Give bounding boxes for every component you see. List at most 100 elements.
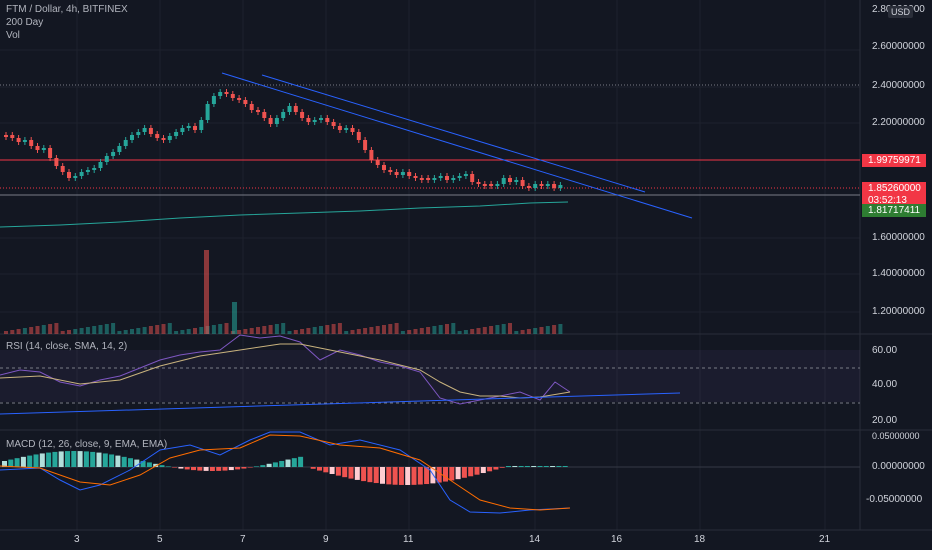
candle — [111, 152, 115, 156]
candle — [458, 176, 462, 178]
macd-hist-bar — [166, 466, 171, 467]
candle — [502, 178, 506, 184]
date-label: 3 — [74, 534, 80, 545]
candle — [508, 178, 512, 182]
volume-bar — [426, 327, 430, 334]
candle — [451, 178, 455, 180]
volume-bar — [332, 324, 336, 334]
candle — [73, 176, 77, 178]
date-label: 16 — [611, 534, 622, 545]
candle — [313, 120, 317, 122]
volume-bar — [388, 324, 392, 334]
macd-hist-bar — [361, 467, 366, 481]
volume-legend[interactable]: Vol — [6, 30, 20, 42]
candle — [552, 184, 556, 188]
volume-bar — [401, 331, 405, 334]
candle — [243, 100, 247, 104]
candle — [281, 112, 285, 118]
macd-legend[interactable]: MACD (12, 26, close, 9, EMA, EMA) — [6, 439, 167, 451]
volume-bar — [363, 328, 367, 334]
macd-axis-top-label: 0.05000000 — [872, 431, 920, 441]
macd-hist-bar — [273, 462, 278, 467]
volume-bar — [162, 324, 166, 334]
candle — [29, 140, 33, 146]
volume-bar — [502, 324, 506, 334]
candle — [464, 174, 468, 176]
volume-bar — [521, 330, 525, 334]
date-label: 7 — [240, 534, 246, 545]
price-axis-label: 1.40000000 — [872, 268, 925, 279]
macd-hist-bar — [563, 466, 568, 467]
volume-bar — [48, 324, 52, 334]
volume-bar — [540, 327, 544, 334]
candle — [250, 104, 254, 110]
volume-bar — [4, 331, 8, 334]
macd-hist-bar — [27, 456, 32, 467]
ma-legend[interactable]: 200 Day — [6, 17, 43, 29]
macd-hist-bar — [487, 467, 492, 471]
trendline-upper[interactable] — [262, 75, 645, 192]
volume-bar — [275, 324, 279, 334]
macd-hist-bar — [512, 466, 517, 467]
macd-hist-bar — [550, 466, 555, 467]
trendline-lower[interactable] — [222, 73, 692, 218]
volume-bar — [451, 323, 455, 334]
date-label: 5 — [157, 534, 163, 545]
candle — [495, 184, 499, 186]
macd-hist-bar — [317, 467, 322, 471]
candle — [540, 184, 544, 186]
macd-hist-bar — [449, 467, 454, 480]
candle — [231, 94, 235, 98]
macd-hist-bar — [374, 467, 379, 483]
currency-button[interactable]: USD — [888, 6, 913, 18]
candle — [212, 96, 216, 104]
macd-hist-bar — [311, 467, 316, 469]
candle — [256, 110, 260, 112]
rsi-axis-label: 20.00 — [872, 415, 897, 426]
candle — [105, 156, 109, 162]
macd-hist-bar — [525, 466, 530, 467]
volume-bar — [300, 329, 304, 334]
volume-bar — [67, 330, 71, 334]
candle — [168, 136, 172, 140]
volume-bar — [256, 327, 260, 334]
macd-hist-bar — [204, 467, 209, 471]
macd-hist-bar — [216, 467, 221, 471]
volume-bar — [514, 331, 518, 334]
volume-bar — [470, 329, 474, 334]
volume-bar — [168, 323, 172, 334]
rsi-legend[interactable]: RSI (14, close, SMA, 14, 2) — [6, 341, 127, 353]
macd-hist-bar — [500, 467, 505, 468]
volume-bar — [458, 331, 462, 334]
macd-hist-bar — [8, 460, 13, 467]
candle — [439, 176, 443, 178]
macd-hist-bar — [424, 467, 429, 484]
macd-hist-bar — [122, 457, 127, 467]
volume-bar — [111, 323, 115, 334]
macd-hist-bar — [59, 451, 64, 467]
candle — [294, 106, 298, 112]
candle — [143, 128, 147, 132]
candle — [357, 132, 361, 140]
macd-hist-bar — [462, 467, 467, 478]
candle — [149, 128, 153, 134]
candle — [388, 170, 392, 172]
date-label: 21 — [819, 534, 830, 545]
candle — [262, 112, 266, 118]
volume-bar — [124, 330, 128, 334]
volume-bar — [232, 302, 237, 334]
volume-bar — [477, 328, 481, 334]
candle — [67, 172, 71, 178]
macd-hist-bar — [65, 451, 70, 467]
volume-bar — [281, 323, 285, 334]
candle — [306, 118, 310, 122]
candle — [10, 135, 14, 138]
symbol-legend[interactable]: FTM / Dollar, 4h, BITFINEX — [6, 4, 128, 16]
volume-bar — [237, 330, 241, 334]
volume-bar — [218, 324, 222, 334]
candle — [117, 146, 121, 152]
macd-hist-bar — [286, 460, 291, 467]
macd-hist-bar — [71, 451, 76, 467]
volume-bar — [155, 325, 159, 334]
